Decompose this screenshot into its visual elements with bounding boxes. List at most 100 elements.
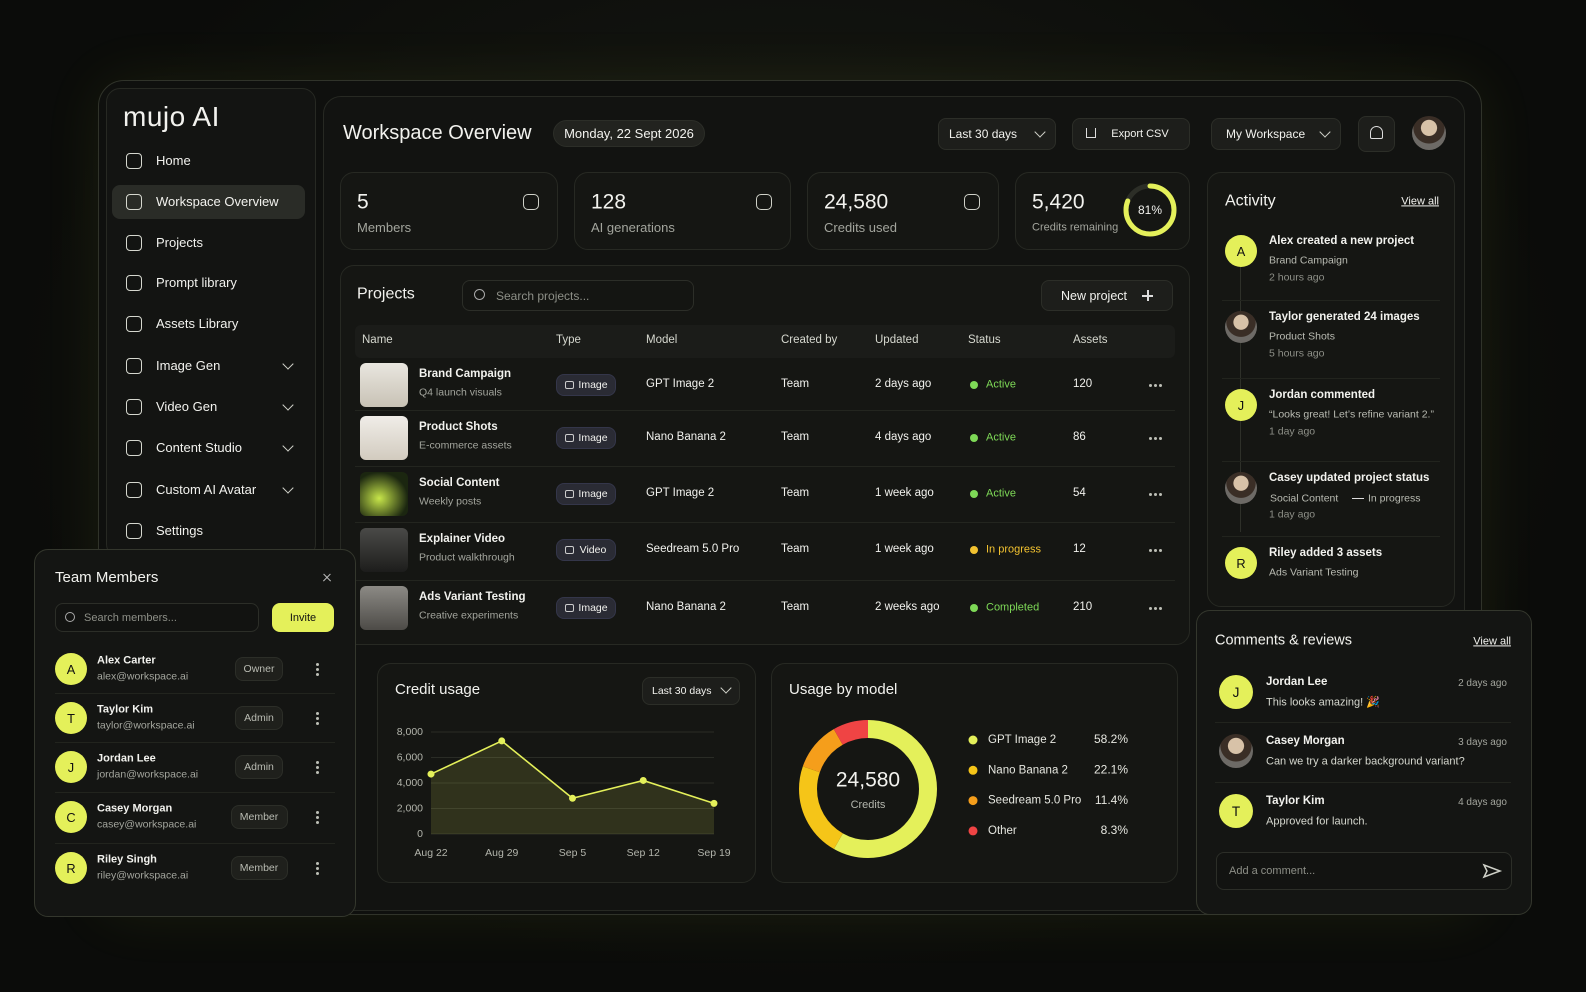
avatar: T (55, 702, 87, 734)
status: In progress (986, 543, 1042, 556)
comment-time: 2 days ago (1458, 678, 1507, 689)
avatar: A (55, 653, 87, 685)
comment-text: Approved for launch. (1266, 815, 1368, 828)
project-desc: Product walkthrough (419, 551, 515, 564)
row-divider (355, 410, 1175, 411)
model: Seedream 5.0 Pro (646, 543, 740, 556)
menu-dot (1148, 548, 1152, 552)
table-header (355, 325, 1175, 358)
chart-range[interactable]: Last 30 days (642, 677, 740, 705)
activity-title: Riley added 3 assets (1269, 547, 1383, 560)
menu-dot (315, 866, 319, 870)
type-icon (565, 546, 574, 554)
avatar: R (1225, 547, 1257, 579)
nav-icon (126, 194, 142, 210)
type-icon (565, 381, 574, 389)
activity-title: Taylor generated 24 images (1269, 311, 1420, 324)
stat-value: 24,580 (824, 190, 889, 214)
nav-item[interactable]: Home (156, 153, 191, 169)
project-name: Explainer Video (419, 533, 506, 546)
nav-icon (126, 153, 142, 169)
stat-label: Credits remaining (1032, 221, 1119, 234)
nav-item[interactable]: Projects (156, 235, 203, 251)
nav-item[interactable]: Workspace Overview (156, 194, 279, 210)
stat-card (340, 172, 558, 250)
nav-item[interactable]: Image Gen (156, 358, 221, 374)
menu-dot (315, 810, 319, 814)
status: Completed (986, 601, 1040, 614)
team-title: Team Members (55, 569, 159, 586)
stat-icon (523, 194, 539, 210)
search-projects[interactable]: Search projects... (462, 280, 694, 311)
menu-dot (315, 770, 319, 774)
comment-time: 3 days ago (1458, 737, 1507, 748)
thumbnail (360, 363, 408, 407)
comment-input[interactable]: Add a comment... (1216, 852, 1512, 890)
nav-item[interactable]: Prompt library (156, 275, 237, 291)
view-all[interactable]: View all (1473, 635, 1511, 648)
created-by: Team (781, 378, 810, 391)
nav-icon (126, 399, 142, 415)
created-by: Team (781, 543, 810, 556)
menu-dot (315, 765, 319, 769)
member-divider (55, 792, 335, 793)
page-title: Workspace Overview (343, 122, 532, 144)
activity-title: Jordan commented (1269, 389, 1376, 402)
avatar-photo (1225, 311, 1257, 343)
menu-dot (1158, 492, 1162, 496)
project-desc: Weekly posts (419, 495, 482, 508)
stat-label: AI generations (591, 220, 675, 236)
status-dot (970, 604, 978, 612)
search-members[interactable]: Search members... (55, 603, 259, 632)
stat-value: 5,420 (1032, 190, 1085, 214)
search-icon (474, 289, 485, 300)
brand: mujo AI (123, 101, 220, 133)
nav-item[interactable]: Custom AI Avatar (156, 482, 257, 498)
model: GPT Image 2 (646, 487, 715, 500)
comment-name: Jordan Lee (1266, 676, 1328, 689)
view-all[interactable]: View all (1401, 195, 1439, 208)
stat-value: 5 (357, 190, 369, 214)
updated: 1 week ago (875, 487, 934, 500)
project-desc: E-commerce assets (419, 439, 512, 452)
type-icon (565, 490, 574, 498)
menu-dot (1153, 492, 1157, 496)
menu-dot (315, 815, 319, 819)
comments-title: Comments & reviews (1215, 632, 1352, 649)
menu-dot (315, 760, 319, 764)
activity-title: Casey updated project status (1269, 472, 1430, 485)
menu-dot (315, 861, 319, 865)
menu-dot (1153, 436, 1157, 440)
stat-value: 128 (591, 190, 627, 214)
type-badge: Image (556, 597, 616, 619)
member-email: alex@workspace.ai (97, 670, 189, 683)
new-project[interactable]: New project (1041, 280, 1173, 311)
activity-sub: Social Content (1270, 492, 1339, 505)
column-header: Status (968, 334, 1001, 347)
stat-label: Credits used (824, 220, 897, 236)
member-name: Jordan Lee (97, 752, 156, 765)
updated: 2 days ago (875, 378, 932, 391)
workspace-select[interactable]: My Workspace (1211, 118, 1341, 150)
role-badge: Admin (235, 755, 283, 779)
assets: 86 (1073, 431, 1086, 444)
nav-item[interactable]: Content Studio (156, 440, 243, 456)
nav-item[interactable]: Settings (156, 523, 203, 539)
menu-dot (315, 721, 319, 725)
menu-dot (1158, 548, 1162, 552)
activity-title: Activity (1225, 192, 1276, 210)
nav-item[interactable]: Video Gen (156, 399, 218, 415)
avatar: T (1219, 794, 1253, 828)
column-header: Created by (781, 334, 838, 347)
invite-button[interactable]: Invite (272, 603, 334, 632)
range-select[interactable]: Last 30 days (938, 118, 1056, 150)
comment-divider (1215, 722, 1511, 723)
comment-name: Casey Morgan (1266, 735, 1345, 748)
status-dot (970, 434, 978, 442)
member-email: casey@workspace.ai (97, 818, 197, 831)
activity-divider (1222, 378, 1440, 379)
project-name: Product Shots (419, 421, 498, 434)
nav-item[interactable]: Assets Library (156, 316, 239, 332)
export-button[interactable]: Export CSV (1072, 118, 1190, 150)
menu-dot (1148, 383, 1152, 387)
